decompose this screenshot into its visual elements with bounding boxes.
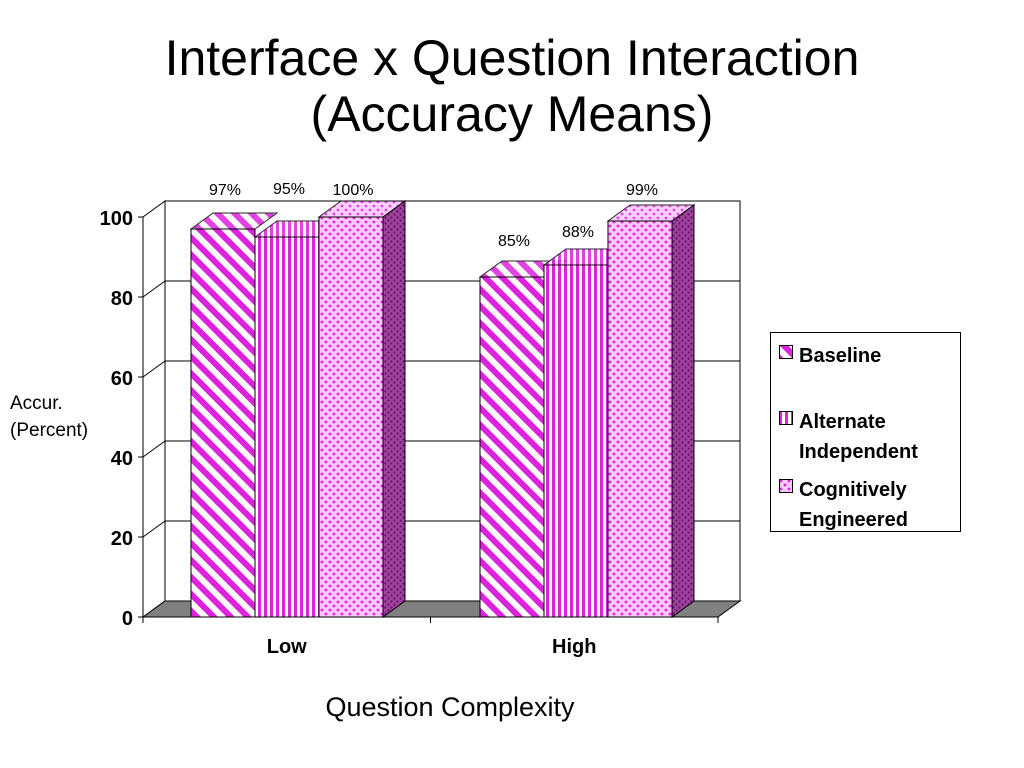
gridline-side	[142, 360, 166, 378]
x-tick-label-high: High	[552, 636, 596, 658]
bar-cognitively-engineered-high	[607, 220, 673, 618]
legend-swatch-cognitively-engineered	[779, 479, 793, 493]
y-axis-label-line2: (Percent)	[10, 420, 89, 441]
y-tick-label: 20	[111, 528, 133, 550]
chart-title: Interface x Question Interaction (Accura…	[0, 30, 1024, 142]
legend: Baseline Alternate Independent Cognitive…	[770, 332, 961, 532]
y-tick-label: 40	[111, 448, 133, 470]
legend-swatch-alternate-independent	[779, 411, 793, 425]
legend-item-cognitively-engineered: Cognitively Engineered	[779, 475, 959, 535]
y-axis-label-line1: Accur.	[10, 393, 63, 414]
legend-label-alternate-independent: Alternate Independent	[799, 411, 918, 463]
y-tick-label: 100	[100, 208, 133, 230]
bar-top-baseline-low	[189, 212, 279, 230]
y-tick-label: 0	[122, 608, 133, 630]
gridline-side	[142, 280, 166, 298]
chart-title-line1: Interface x Question Interaction	[164, 30, 860, 86]
legend-item-baseline: Baseline	[779, 341, 959, 371]
legend-label-cognitively-engineered: Cognitively Engineered	[799, 479, 908, 531]
legend-item-alternate-independent: Alternate Independent	[779, 407, 959, 467]
data-label-alternate-independent-low: 95%	[273, 181, 305, 198]
data-label-cognitively-engineered-high: 99%	[626, 182, 658, 199]
x-tick-label-low: Low	[267, 636, 307, 658]
y-axis-label: Accur. (Percent)	[10, 390, 88, 444]
data-label-cognitively-engineered-low: 100%	[333, 182, 374, 199]
bar-baseline-high	[479, 276, 545, 618]
chart-title-line2: (Accuracy Means)	[310, 86, 714, 142]
bar-cognitively-engineered-low	[318, 216, 384, 618]
y-tick-label: 80	[111, 288, 133, 310]
bar-baseline-low	[190, 228, 256, 618]
bar-alternate-independent-high	[543, 264, 609, 618]
y-tick-label: 60	[111, 368, 133, 390]
plot-area: 0 20 40 60 80 100 Low 97% 95% 100% High 85% 88% 99%	[100, 181, 742, 658]
bar-alternate-independent-low	[254, 236, 320, 618]
legend-label-baseline: Baseline	[799, 345, 882, 367]
side-wall	[142, 200, 166, 618]
gridline-side	[142, 440, 166, 458]
data-label-baseline-high: 85%	[498, 233, 530, 250]
x-axis-label: Question Complexity	[325, 692, 575, 722]
bar-side-cognitively-engineered-low	[382, 200, 406, 618]
bar-side-cognitively-engineered-high	[671, 204, 695, 618]
data-label-baseline-low: 97%	[209, 182, 241, 199]
data-label-alternate-independent-high: 88%	[562, 224, 594, 241]
legend-swatch-baseline	[779, 345, 793, 359]
gridline-side	[142, 520, 166, 538]
